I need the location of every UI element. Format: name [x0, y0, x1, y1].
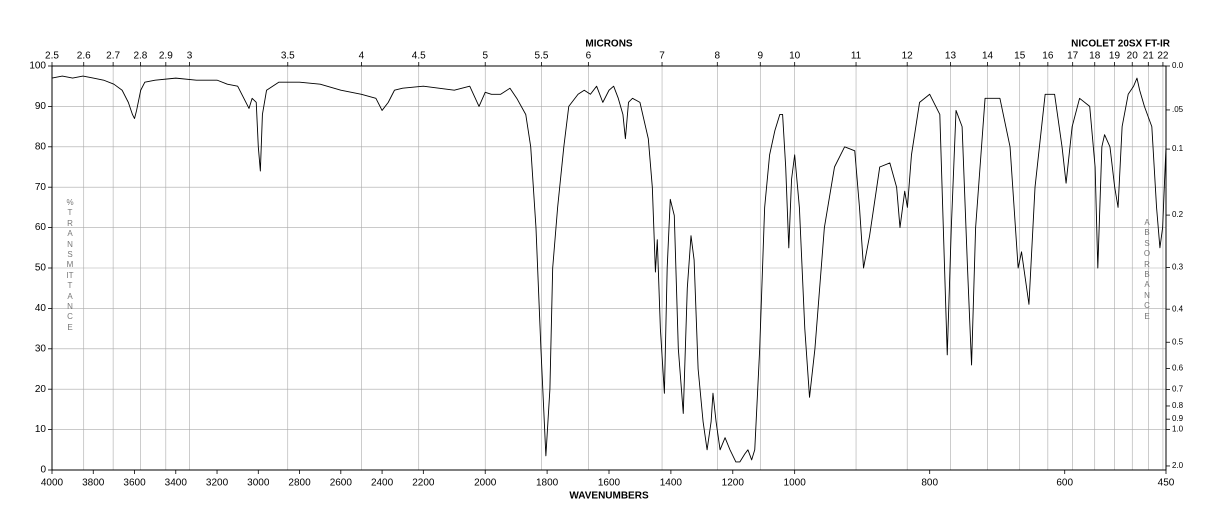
x2-tick-label: 17 — [1067, 51, 1079, 62]
y2-tick-label: 0.6 — [1172, 364, 1184, 373]
y2-tick-label: 0.3 — [1172, 263, 1184, 272]
x2-tick-label: 7 — [659, 51, 665, 62]
y2-tick-label: 0.8 — [1172, 401, 1184, 410]
x-tick-label: 4000 — [41, 478, 64, 489]
x-tick-label: 2000 — [474, 478, 497, 489]
y2-tick-label: 0.7 — [1172, 385, 1184, 394]
x2-tick-label: 2.8 — [133, 51, 147, 62]
y2-axis-label: ABSORBANCE — [1143, 218, 1151, 321]
x2-tick-label: 15 — [1014, 51, 1026, 62]
y-tick-label: 40 — [35, 303, 47, 314]
x-tick-label: 3600 — [123, 478, 146, 489]
x2-tick-label: 20 — [1127, 51, 1139, 62]
x2-tick-label: 9 — [758, 51, 764, 62]
x2-tick-label: 22 — [1157, 51, 1169, 62]
y-tick-label: 80 — [35, 141, 47, 152]
y2-tick-label: 0.2 — [1172, 210, 1184, 219]
x2-tick-label: 14 — [982, 51, 994, 62]
x2-tick-label: 8 — [715, 51, 721, 62]
x2-tick-label: 16 — [1042, 51, 1054, 62]
x-tick-label: 3400 — [165, 478, 188, 489]
spectrum-line — [51, 75, 1167, 463]
x-tick-label: 800 — [921, 478, 938, 489]
y2-tick-label: .05 — [1172, 105, 1184, 114]
y2-tick-label: 0.5 — [1172, 337, 1184, 346]
y2-tick-label: 0.4 — [1172, 304, 1184, 313]
x2-tick-label: 19 — [1109, 51, 1121, 62]
plot-frame — [51, 65, 1167, 471]
x2-axis-label: MICRONS — [585, 39, 633, 50]
x2-tick-label: 10 — [789, 51, 801, 62]
y-tick-label: 0 — [40, 465, 46, 476]
x-tick-label: 1200 — [722, 478, 745, 489]
y-tick-label: 70 — [35, 182, 47, 193]
x2-tick-label: 2.9 — [159, 51, 173, 62]
x-tick-label: 2600 — [330, 478, 353, 489]
x2-tick-label: 2.6 — [77, 51, 91, 62]
y-tick-label: 20 — [35, 384, 47, 395]
x2-tick-label: 5 — [482, 51, 488, 62]
x-tick-label: 3000 — [247, 478, 270, 489]
x-tick-label: 450 — [1158, 478, 1175, 489]
x-tick-label: 1400 — [660, 478, 683, 489]
y-tick-label: 50 — [35, 263, 47, 274]
chart-title: NICOLET 20SX FT-IR — [1071, 39, 1171, 50]
x2-tick-label: 5.5 — [535, 51, 549, 62]
x-tick-label: 2400 — [371, 478, 394, 489]
y2-tick-label: 1.0 — [1172, 425, 1184, 434]
y-axis-label: %TRANSMITTANCE — [66, 198, 74, 332]
y-tick-label: 10 — [35, 424, 47, 435]
x2-tick-label: 3 — [187, 51, 193, 62]
x-tick-label: 1600 — [598, 478, 621, 489]
y2-tick-label: 0.0 — [1172, 61, 1184, 70]
y2-tick-label: 0.1 — [1172, 144, 1184, 153]
x-tick-label: 2200 — [412, 478, 435, 489]
x2-tick-label: 18 — [1089, 51, 1101, 62]
x-tick-label: 600 — [1056, 478, 1073, 489]
y2-tick-label: 0.9 — [1172, 414, 1184, 423]
x2-tick-label: 3.5 — [281, 51, 295, 62]
x-tick-label: 1000 — [784, 478, 807, 489]
x2-tick-label: 6 — [586, 51, 592, 62]
x2-tick-label: 11 — [851, 51, 862, 62]
x2-tick-label: 21 — [1143, 51, 1155, 62]
x2-tick-label: 2.7 — [106, 51, 120, 62]
y-tick-label: 90 — [35, 101, 47, 112]
y-tick-label: 100 — [29, 61, 46, 72]
x2-tick-label: 13 — [945, 51, 957, 62]
x2-tick-label: 4 — [359, 51, 365, 62]
x-tick-label: 3800 — [82, 478, 105, 489]
x-tick-label: 1800 — [536, 478, 559, 489]
x-axis-label: WAVENUMBERS — [569, 491, 649, 502]
y-tick-label: 30 — [35, 343, 47, 354]
x-tick-label: 2800 — [288, 478, 311, 489]
x2-tick-label: 12 — [902, 51, 914, 62]
y-tick-label: 60 — [35, 222, 47, 233]
x2-tick-label: 2.5 — [45, 51, 59, 62]
x-tick-label: 3200 — [206, 478, 229, 489]
x2-tick-label: 4.5 — [412, 51, 426, 62]
y2-tick-label: 2.0 — [1172, 461, 1184, 470]
